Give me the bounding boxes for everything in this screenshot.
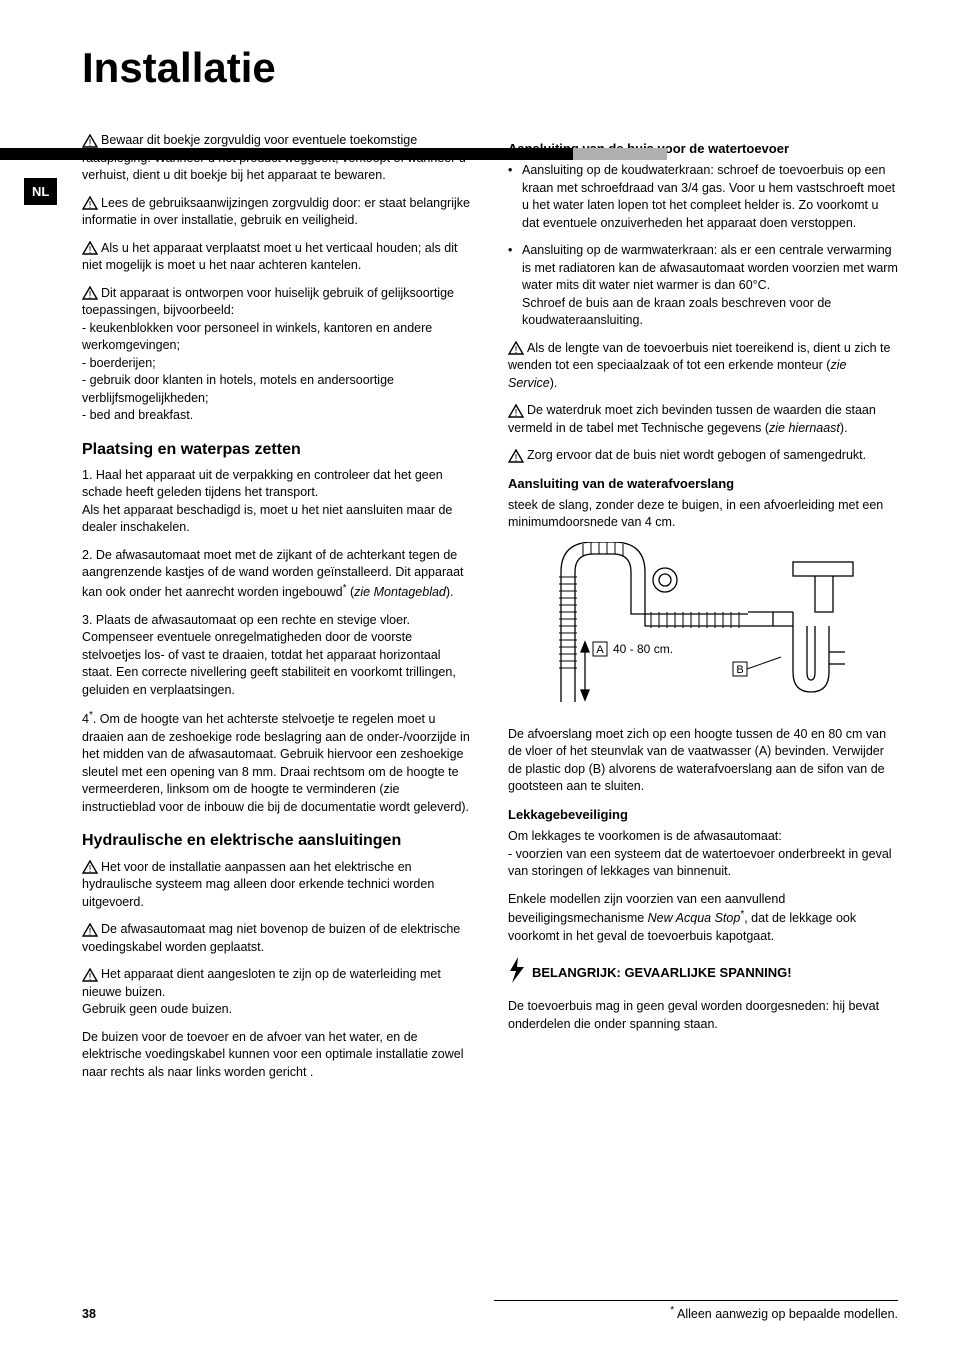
svg-text:B: B — [736, 664, 743, 676]
para-text: steek de slang, zonder deze te buigen, i… — [508, 497, 898, 532]
para-text: Schroef de buis aan de kraan zoals besch… — [522, 296, 831, 328]
svg-text:!: ! — [515, 408, 518, 418]
svg-text:!: ! — [89, 138, 92, 148]
warning-icon: ! — [508, 449, 524, 463]
page-number: 38 — [82, 1307, 96, 1321]
language-tab: NL — [24, 178, 57, 205]
svg-text:!: ! — [89, 290, 92, 300]
para-text: Aansluiting op de warmwaterkraan: als er… — [522, 243, 898, 292]
para-text: Het apparaat dient aangesloten te zijn o… — [82, 967, 441, 999]
header-band-black — [0, 148, 573, 160]
svg-text:!: ! — [89, 972, 92, 982]
svg-text:!: ! — [89, 864, 92, 874]
svg-text:!: ! — [515, 345, 518, 355]
warning-icon: ! — [82, 134, 98, 148]
danger-heading-text: BELANGRIJK: GEVAARLIJKE SPANNING! — [532, 964, 792, 982]
warning-icon: ! — [82, 286, 98, 300]
svg-text:!: ! — [89, 245, 92, 255]
italic-ref: New Acqua Stop — [648, 911, 741, 925]
para-text: ( — [347, 585, 355, 599]
para-text: Lees de gebruiksaanwijzingen zorgvuldig … — [82, 196, 470, 228]
list-item: - bed and breakfast. — [82, 407, 472, 425]
warning-icon: ! — [82, 241, 98, 255]
warning-icon: ! — [82, 860, 98, 874]
warning-icon: ! — [508, 404, 524, 418]
page-footer: 38 * Alleen aanwezig op bepaalde modelle… — [82, 1300, 898, 1321]
list-item: - keukenblokken voor personeel in winkel… — [82, 320, 472, 355]
drain-diagram: A 40 - 80 cm. B — [533, 542, 873, 712]
danger-heading: BELANGRIJK: GEVAARLIJKE SPANNING! — [508, 957, 898, 988]
para-text: Om lekkages te voorkomen is de afwasauto… — [508, 829, 782, 843]
warning-icon: ! — [508, 341, 524, 355]
subsection-heading: Lekkagebeveiliging — [508, 806, 898, 824]
italic-ref: zie Montageblad — [354, 585, 446, 599]
para-text: Als het apparaat beschadigd is, moet u h… — [82, 503, 452, 535]
bullet-item: Aansluiting op de koudwaterkraan: schroe… — [508, 162, 898, 232]
svg-text:!: ! — [89, 200, 92, 210]
para-text: 3. Plaats de afwasautomaat op een rechte… — [82, 612, 472, 700]
para-text: De buizen voor de toevoer en de afvoer v… — [82, 1029, 472, 1082]
svg-text:A: A — [596, 644, 604, 656]
list-item: - gebruik door klanten in hotels, motels… — [82, 372, 472, 407]
footnote-text: * Alleen aanwezig op bepaalde modellen. — [670, 1305, 898, 1321]
warning-icon: ! — [82, 923, 98, 937]
header-band-gray — [573, 148, 667, 160]
para-text: Zorg ervoor dat de buis niet wordt gebog… — [527, 448, 866, 462]
list-item: - boerderijen; — [82, 355, 472, 373]
para-text: 1. Haal het apparaat uit de verpakking e… — [82, 468, 443, 500]
section-heading: Plaatsing en waterpas zetten — [82, 439, 472, 461]
para-text: - voorzien van een systeem dat de watert… — [508, 847, 892, 879]
para-text: Gebruik geen oude buizen. — [82, 1002, 232, 1016]
warning-icon: ! — [82, 968, 98, 982]
subsection-heading: Aansluiting van de waterafvoerslang — [508, 475, 898, 493]
svg-text:!: ! — [515, 453, 518, 463]
right-column: Aansluiting van de buis voor de watertoe… — [508, 132, 898, 1091]
para-text: De afwasautomaat mag niet bovenop de bui… — [82, 922, 460, 954]
italic-ref: zie hiernaast — [769, 421, 840, 435]
para-text: De toevoerbuis mag in geen geval worden … — [508, 998, 898, 1033]
warning-icon: ! — [82, 196, 98, 210]
para-text: Dit apparaat is ontworpen voor huiselijk… — [82, 286, 454, 318]
para-text: Als u het apparaat verplaatst moet u het… — [82, 241, 457, 273]
para-text: De afvoerslang moet zich op een hoogte t… — [508, 726, 898, 796]
para-text: ). — [446, 585, 454, 599]
left-column: ! Bewaar dit boekje zorgvuldig voor even… — [82, 132, 472, 1091]
bullet-item: Aansluiting op de warmwaterkraan: als er… — [508, 242, 898, 330]
section-heading: Hydraulische en elektrische aansluitinge… — [82, 830, 472, 852]
para-text: ). — [550, 376, 558, 390]
para-text: 4 — [82, 712, 89, 726]
svg-text:40 - 80 cm.: 40 - 80 cm. — [613, 642, 673, 656]
para-text: Het voor de installatie aanpassen aan he… — [82, 860, 434, 909]
para-text: ). — [840, 421, 848, 435]
svg-text:!: ! — [89, 927, 92, 937]
page-title: Installatie — [82, 44, 898, 92]
lightning-icon — [508, 957, 526, 988]
para-text: . Om de hoogte van het achterste stelvoe… — [82, 712, 470, 814]
